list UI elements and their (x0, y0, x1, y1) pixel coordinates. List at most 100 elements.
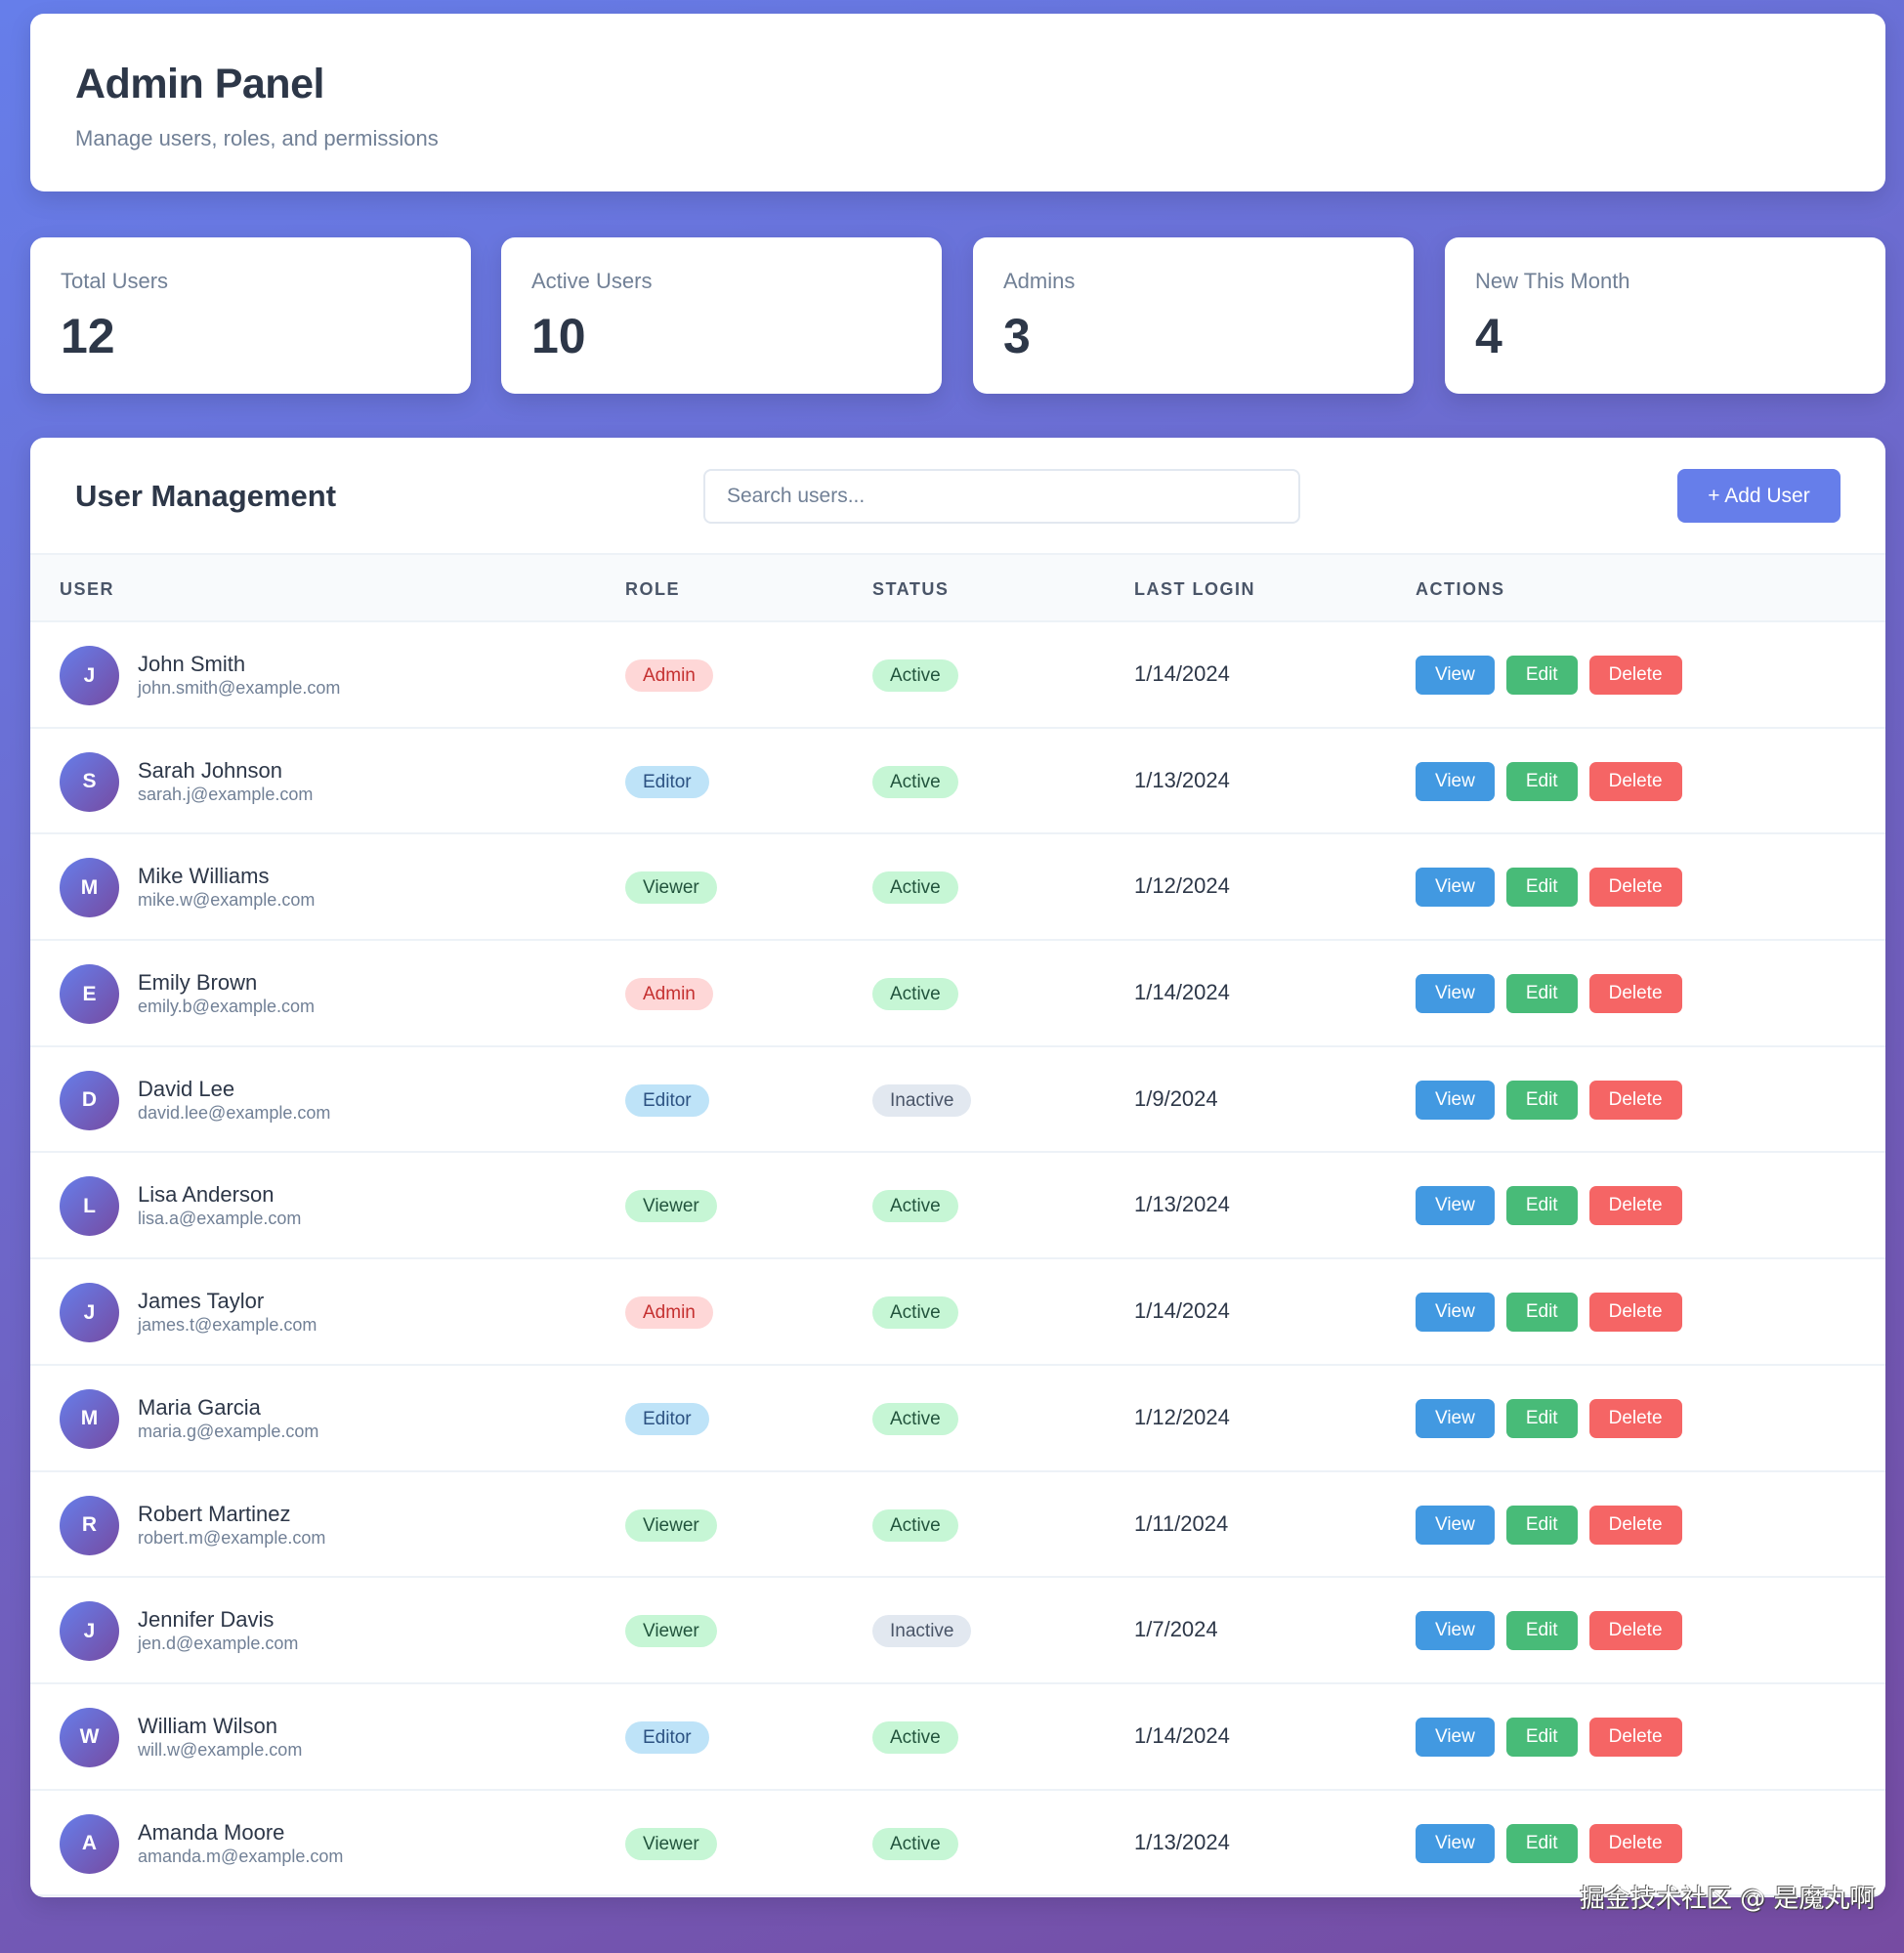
edit-button[interactable]: Edit (1505, 1823, 1578, 1863)
view-button[interactable]: View (1416, 1823, 1495, 1863)
status-badge: Active (872, 659, 958, 692)
status-badge: Inactive (872, 1083, 972, 1117)
last-login: 1/12/2024 (1134, 873, 1230, 899)
delete-button[interactable]: Delete (1588, 1717, 1682, 1757)
table-row: A Amanda Moore amanda.m@example.com View… (30, 1791, 1885, 1897)
view-button[interactable]: View (1416, 1398, 1495, 1438)
row-actions: View Edit Delete (1416, 1505, 1682, 1545)
status-badge: Active (872, 765, 958, 798)
row-actions: View Edit Delete (1416, 656, 1682, 695)
user-name: Amanda Moore (138, 1819, 285, 1845)
avatar: L (60, 1176, 119, 1237)
delete-button[interactable]: Delete (1588, 1611, 1682, 1651)
view-button[interactable]: View (1416, 1293, 1495, 1333)
page-subtitle: Manage users, roles, and permissions (75, 126, 439, 150)
table-row: S Sarah Johnson sarah.j@example.com Edit… (30, 729, 1885, 835)
table-row: D David Lee david.lee@example.com Editor… (30, 1047, 1885, 1154)
stat-card-new-this-month: New This Month 4 (1445, 237, 1885, 394)
last-login: 1/14/2024 (1134, 1722, 1230, 1748)
delete-button[interactable]: Delete (1588, 1823, 1682, 1863)
edit-button[interactable]: Edit (1505, 868, 1578, 908)
user-name: Emily Brown (138, 970, 258, 996)
delete-button[interactable]: Delete (1588, 656, 1682, 695)
role-badge: Editor (625, 1083, 709, 1117)
table-row: J John Smith john.smith@example.com Admi… (30, 622, 1885, 729)
role-badge: Editor (625, 1402, 709, 1435)
edit-button[interactable]: Edit (1505, 1717, 1578, 1757)
row-actions: View Edit Delete (1416, 1717, 1682, 1757)
view-button[interactable]: View (1416, 656, 1495, 695)
status-badge: Inactive (872, 1615, 972, 1648)
table-body: J John Smith john.smith@example.com Admi… (30, 622, 1885, 1897)
view-button[interactable]: View (1416, 974, 1495, 1014)
delete-button[interactable]: Delete (1588, 1398, 1682, 1438)
status-badge: Active (872, 1190, 958, 1223)
section-title: User Management (75, 479, 337, 513)
table-header: USER ROLE STATUS LAST LOGIN ACTIONS (30, 555, 1885, 622)
view-button[interactable]: View (1416, 868, 1495, 908)
table-row: L Lisa Anderson lisa.a@example.com Viewe… (30, 1153, 1885, 1260)
avatar: J (60, 1601, 119, 1662)
stat-value: 3 (1003, 309, 1031, 363)
table-row: J Jennifer Davis jen.d@example.com Viewe… (30, 1578, 1885, 1684)
table-row: J James Taylor james.t@example.com Admin… (30, 1259, 1885, 1366)
delete-button[interactable]: Delete (1588, 1186, 1682, 1226)
avatar: S (60, 751, 119, 812)
delete-button[interactable]: Delete (1588, 1505, 1682, 1545)
column-header-user: USER (60, 579, 115, 599)
view-button[interactable]: View (1416, 1080, 1495, 1120)
status-badge: Active (872, 1296, 958, 1330)
edit-button[interactable]: Edit (1505, 1611, 1578, 1651)
stat-value: 4 (1475, 309, 1502, 363)
edit-button[interactable]: Edit (1505, 1293, 1578, 1333)
delete-button[interactable]: Delete (1588, 868, 1682, 908)
stat-label: Admins (1003, 269, 1076, 293)
edit-button[interactable]: Edit (1505, 761, 1578, 801)
row-actions: View Edit Delete (1416, 1186, 1682, 1226)
edit-button[interactable]: Edit (1505, 1080, 1578, 1120)
user-email: david.lee@example.com (138, 1102, 331, 1123)
stat-value: 12 (61, 309, 115, 363)
column-header-status: STATUS (872, 579, 950, 599)
edit-button[interactable]: Edit (1505, 1505, 1578, 1545)
user-email: maria.g@example.com (138, 1421, 319, 1441)
row-actions: View Edit Delete (1416, 868, 1682, 908)
stat-label: Total Users (61, 269, 169, 293)
management-toolbar: User Management + Add User (30, 438, 1885, 555)
user-email: jen.d@example.com (138, 1634, 299, 1654)
avatar: W (60, 1707, 119, 1767)
view-button[interactable]: View (1416, 1505, 1495, 1545)
delete-button[interactable]: Delete (1588, 1293, 1682, 1333)
avatar: A (60, 1813, 119, 1874)
view-button[interactable]: View (1416, 1186, 1495, 1226)
user-name: John Smith (138, 652, 246, 676)
role-badge: Editor (625, 765, 709, 798)
status-badge: Active (872, 1402, 958, 1435)
last-login: 1/13/2024 (1134, 1829, 1230, 1854)
search-input[interactable] (703, 469, 1300, 524)
user-name: Maria Garcia (138, 1394, 261, 1420)
table-row: R Robert Martinez robert.m@example.com V… (30, 1472, 1885, 1579)
last-login: 1/13/2024 (1134, 767, 1230, 792)
stat-card-total-users: Total Users 12 (30, 237, 471, 394)
last-login: 1/14/2024 (1134, 980, 1230, 1005)
add-user-button[interactable]: + Add User (1677, 469, 1841, 523)
view-button[interactable]: View (1416, 1717, 1495, 1757)
user-email: emily.b@example.com (138, 997, 315, 1017)
status-badge: Active (872, 871, 958, 905)
row-actions: View Edit Delete (1416, 761, 1682, 801)
user-email: will.w@example.com (138, 1739, 303, 1760)
delete-button[interactable]: Delete (1588, 761, 1682, 801)
delete-button[interactable]: Delete (1588, 974, 1682, 1014)
edit-button[interactable]: Edit (1505, 1398, 1578, 1438)
edit-button[interactable]: Edit (1505, 1186, 1578, 1226)
edit-button[interactable]: Edit (1505, 974, 1578, 1014)
role-badge: Editor (625, 1720, 709, 1754)
page-title: Admin Panel (75, 61, 324, 107)
user-name: Lisa Anderson (138, 1182, 275, 1208)
view-button[interactable]: View (1416, 761, 1495, 801)
view-button[interactable]: View (1416, 1611, 1495, 1651)
delete-button[interactable]: Delete (1588, 1080, 1682, 1120)
table-row: W William Wilson will.w@example.com Edit… (30, 1684, 1885, 1791)
edit-button[interactable]: Edit (1505, 656, 1578, 695)
